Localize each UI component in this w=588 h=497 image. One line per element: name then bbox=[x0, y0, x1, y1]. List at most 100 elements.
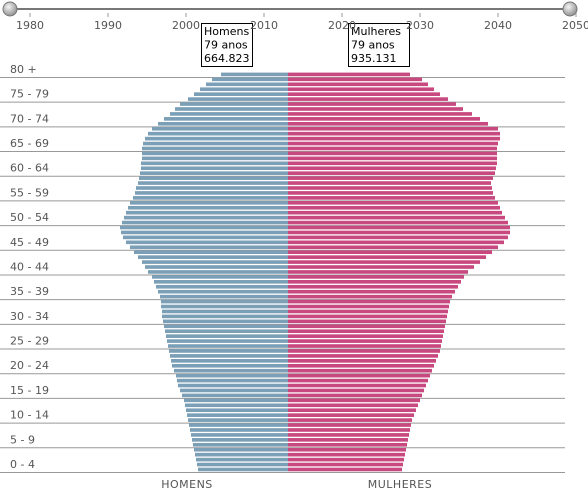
bar-female bbox=[288, 334, 443, 338]
bar-female bbox=[288, 220, 508, 225]
bar-female bbox=[288, 280, 461, 284]
bar-female bbox=[288, 403, 418, 408]
grid: 0 - 4 5 - 9 10 - 14 15 - 19 20 - 24 25 - 29 30… bbox=[0, 63, 565, 473]
bar-female bbox=[288, 151, 497, 156]
bar-male bbox=[152, 126, 288, 131]
legend-male: HOMENS bbox=[161, 478, 213, 491]
bar-male bbox=[178, 383, 288, 388]
bar-female bbox=[288, 289, 455, 294]
bar-female bbox=[288, 166, 496, 171]
bar-female bbox=[288, 349, 440, 353]
bar-male bbox=[142, 151, 288, 156]
bar-female bbox=[288, 186, 492, 190]
bar-female bbox=[288, 176, 493, 180]
legend-female: MULHERES bbox=[368, 478, 432, 491]
bar-male bbox=[189, 423, 288, 427]
y-category-label: 25 - 29 bbox=[10, 335, 49, 348]
bar-male bbox=[174, 368, 288, 373]
bar-male bbox=[197, 462, 288, 467]
bar-female bbox=[288, 112, 472, 116]
bar-male bbox=[200, 87, 288, 92]
bar-male bbox=[142, 260, 288, 264]
bar-male bbox=[138, 255, 288, 259]
bar-female bbox=[288, 235, 508, 240]
bar-male bbox=[190, 428, 288, 432]
bar-female bbox=[288, 117, 480, 121]
bar-male bbox=[191, 433, 288, 437]
bars bbox=[120, 72, 510, 472]
bar-female bbox=[288, 363, 434, 368]
bar-male bbox=[152, 275, 288, 279]
tooltip-line: 935.131 bbox=[351, 52, 397, 65]
bar-female bbox=[288, 87, 434, 92]
bar-male bbox=[164, 117, 288, 121]
bar-male bbox=[124, 215, 288, 220]
slider-thumb-start[interactable] bbox=[2, 1, 18, 17]
bar-male bbox=[128, 205, 288, 210]
bar-female bbox=[288, 82, 428, 87]
bar-male bbox=[130, 245, 288, 250]
bar-female bbox=[288, 92, 440, 96]
tooltip-line: 79 anos bbox=[351, 39, 395, 52]
bar-male bbox=[154, 280, 288, 284]
bar-female bbox=[288, 433, 409, 437]
bar-male bbox=[169, 349, 288, 353]
bar-male bbox=[142, 146, 288, 151]
bar-female bbox=[288, 265, 474, 269]
bar-male bbox=[133, 196, 288, 200]
bar-female bbox=[288, 97, 448, 101]
bar-male bbox=[136, 186, 288, 190]
bar-female bbox=[288, 181, 491, 185]
tooltip-line: Mulheres bbox=[351, 25, 401, 38]
bar-male bbox=[156, 284, 288, 289]
y-category-label: 60 - 64 bbox=[10, 162, 49, 175]
bar-male bbox=[130, 200, 288, 205]
bar-female bbox=[288, 393, 422, 398]
y-category-label: 75 - 79 bbox=[10, 88, 49, 101]
bar-male bbox=[175, 107, 288, 111]
tooltip-line: Homens bbox=[204, 25, 249, 38]
bar-female bbox=[288, 102, 456, 106]
bar-male bbox=[185, 403, 288, 408]
y-category-label: 40 - 44 bbox=[10, 260, 49, 273]
bar-male bbox=[140, 171, 288, 176]
bar-female bbox=[288, 447, 406, 452]
bar-male bbox=[188, 418, 288, 422]
bar-female bbox=[288, 146, 497, 151]
bar-female bbox=[288, 319, 446, 324]
bar-female bbox=[288, 191, 493, 195]
bar-male bbox=[180, 388, 288, 393]
bar-female bbox=[288, 299, 450, 304]
bar-male bbox=[193, 442, 288, 447]
bar-male bbox=[126, 240, 288, 245]
bar-male bbox=[121, 230, 288, 235]
bar-female bbox=[288, 309, 448, 314]
slider-tick-label: 1980 bbox=[16, 19, 44, 32]
bar-female bbox=[288, 324, 445, 329]
bar-female bbox=[288, 205, 500, 210]
y-category-label: 80 + bbox=[10, 63, 37, 76]
bar-female bbox=[288, 131, 500, 136]
bar-male bbox=[143, 141, 288, 146]
y-category-label: 30 - 34 bbox=[10, 310, 49, 323]
bar-female bbox=[288, 230, 510, 235]
slider-thumb-end[interactable] bbox=[562, 1, 578, 17]
bar-female bbox=[288, 255, 486, 259]
bar-male bbox=[167, 339, 288, 343]
y-category-label: 15 - 19 bbox=[10, 384, 49, 397]
bar-female bbox=[288, 408, 416, 413]
bar-male bbox=[158, 121, 288, 126]
bar-male bbox=[122, 220, 288, 225]
y-category-label: 5 - 9 bbox=[10, 433, 35, 446]
bar-male bbox=[141, 161, 288, 166]
tooltip-box bbox=[201, 23, 253, 67]
bar-male bbox=[180, 102, 288, 106]
bar-female bbox=[288, 304, 449, 309]
bar-female bbox=[288, 126, 498, 131]
bar-female bbox=[288, 368, 432, 373]
bar-female bbox=[288, 171, 495, 176]
bar-male bbox=[176, 373, 288, 378]
slider-tick-label: 2020 bbox=[328, 19, 356, 32]
